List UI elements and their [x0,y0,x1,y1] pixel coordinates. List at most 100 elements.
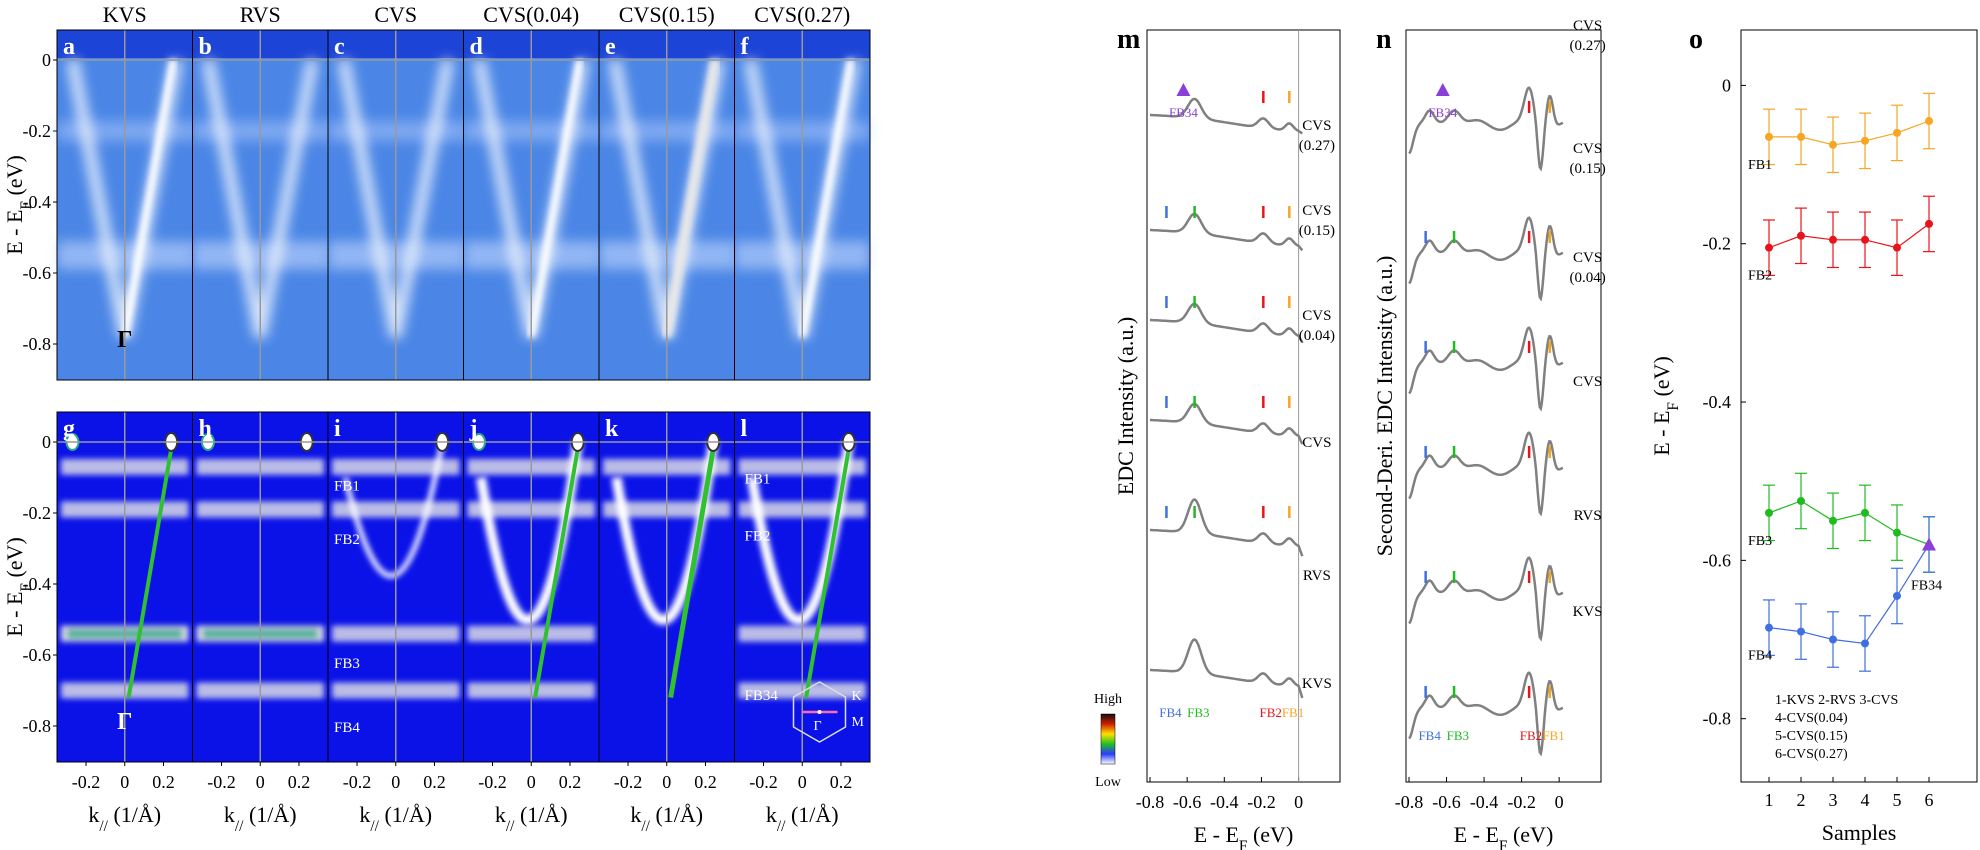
panel-title: CVS [374,2,417,27]
data-point [1925,117,1933,126]
curve-label: CVS [1573,18,1602,34]
x-tick-label: -0.2 [614,772,643,792]
x-tick-label: 0 [256,772,265,792]
data-point [1797,496,1805,505]
x-tick-label: -0.6 [1432,792,1461,812]
x-axis-label: E - EF (eV) [1194,822,1294,850]
panel-n: n -0.8 -0.6 -0.4 -0.2 0E - EF (eV) Second-Deri… [1372,18,1606,850]
edc-curve [1150,638,1304,699]
raw-bright-branch [527,59,584,338]
data-point [1893,243,1901,252]
panel-letter: f [741,34,750,60]
panel-title: RVS [240,2,281,27]
x-tick-label: 2 [1797,790,1806,810]
curve-label: RVS [1303,568,1331,584]
curve-label: CVS [1573,250,1602,266]
x-axis-label: k// (1/Å) [224,802,297,835]
curvature-arpes-panel: k [598,411,735,763]
data-point [1797,132,1805,141]
curve-label: KVS [1573,604,1603,620]
curve-label: CVS [1302,118,1331,134]
x-tick-label: -0.4 [1210,792,1239,812]
x-axis-label: k// (1/Å) [359,802,432,835]
raw-arpes-panel: d [463,29,600,381]
y-tick-label: -0.6 [23,263,52,283]
curv-green-branch [533,448,580,698]
x-tick-label: 6 [1925,790,1934,810]
band-label: FB2 [745,528,771,544]
edc-curve [1408,431,1564,517]
curve-label: (0.04) [1299,328,1335,344]
band-marker-label: FB4 [1159,705,1182,720]
data-point [1829,235,1837,244]
x-axis-label: Samples [1822,820,1897,845]
x-tick-label: -0.2 [343,772,372,792]
panel-letter: n [1376,24,1392,55]
band-label: FB1 [745,472,771,488]
x-tick-label: -0.6 [1173,792,1202,812]
panel-letter: m [1117,24,1140,55]
band-label: FB34 [745,688,779,704]
x-tick-label: 0.2 [423,772,446,792]
panel-letter: k [605,416,619,442]
panel-m: m -0.8 -0.6 -0.4 -0.2 0E - EF (eV) EDC Intensi… [1113,24,1341,850]
curve-label: (0.04) [1569,270,1605,286]
x-tick-label: 0 [1555,792,1564,812]
y-tick-label: -0.2 [23,503,52,523]
x-tick-label: 5 [1893,790,1902,810]
band-marker-label: FB1 [1282,705,1304,720]
series-line [1768,223,1930,249]
bz-m-label: M [852,715,865,730]
x-axis-label: k// (1/Å) [766,802,839,835]
x-axis-label: k// (1/Å) [495,802,568,835]
raw-arpes-panel: a [56,29,193,381]
raw-bright-branch [798,59,855,338]
y-axis-label: Second-Deri. EDC Intensity (a.u.) [1372,256,1397,557]
bz-k-label: K [852,689,862,704]
y-tick-label: -0.2 [1703,234,1732,254]
x-tick-label: 0 [662,772,671,792]
arpes-panels: 0 -0.2 -0.4 -0.6 -0.8 E - EF (eV) 0 -0.2 -0.4 -0.… [2,2,1122,835]
x-tick-label: 0.2 [830,772,853,792]
fb34-triangle [1922,537,1936,551]
legend-line: 6-CVS(0.27) [1775,747,1848,762]
x-axis-label: k// (1/Å) [88,802,161,835]
data-point [1861,136,1869,145]
panel-frame [1405,29,1602,783]
panel-letter: a [63,34,75,60]
y-tick-label: 0 [42,432,51,452]
legend-line: 5-CVS(0.15) [1775,729,1848,744]
panel-letter: h [199,416,212,442]
panel-letter: l [741,416,748,442]
edc-curve [1150,97,1303,135]
colorbar [1100,713,1116,765]
raw-arpes-panel: e [598,29,735,381]
y-tick-label: -0.2 [23,121,52,141]
y-axis-label: E - EF (eV) [2,155,35,255]
curve-label: (0.15) [1299,223,1335,239]
edc-curve [1408,86,1564,172]
x-tick-label: 0 [120,772,129,792]
bz-hexagon [792,681,847,743]
curvature-arpes-panel: i [327,411,464,763]
y-tick-label: -0.6 [23,645,52,665]
edc-curve [1150,498,1304,557]
curvature-arpes-panel: h [192,411,329,763]
x-tick-label: 0 [527,772,536,792]
panel-title: CVS(0.04) [483,2,579,27]
curve-label: CVS [1302,308,1331,324]
y-tick-label: -0.8 [1703,709,1732,729]
data-point [1797,231,1805,240]
x-axis-label: k// (1/Å) [630,802,703,835]
band-label: FB2 [334,532,360,548]
panel-letter: e [605,34,616,60]
x-tick-label: 3 [1829,790,1838,810]
band-marker-label: FB2 [1520,728,1542,743]
x-tick-label: -0.8 [1136,792,1165,812]
band-marker-label: FB3 [1187,705,1209,720]
curvature-arpes-panel: j [463,411,600,763]
curv-green-branch [126,448,174,698]
series-line [1769,120,1930,146]
panel-letter: d [470,34,484,60]
